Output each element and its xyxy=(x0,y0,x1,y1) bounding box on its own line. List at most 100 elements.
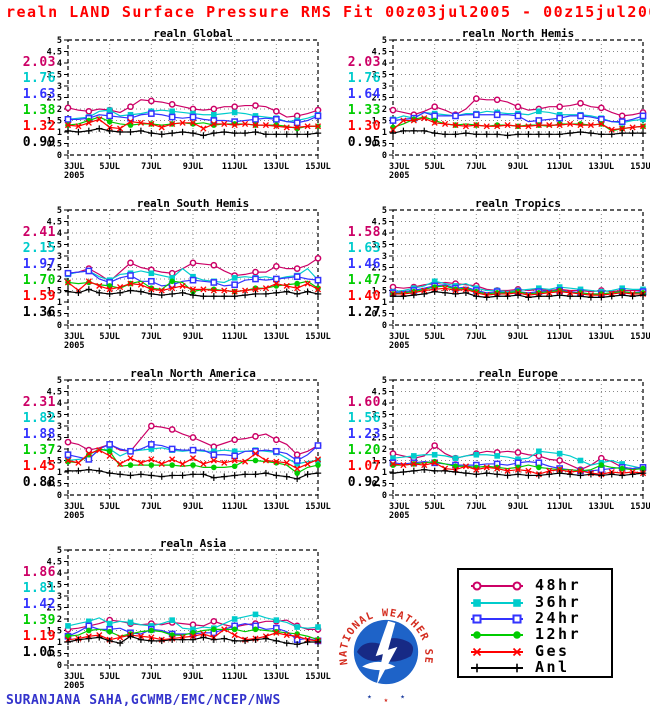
mean-24hr: 1.46 xyxy=(347,257,381,272)
svg-text:3.5: 3.5 xyxy=(47,411,62,421)
mean-ges: 1.30 xyxy=(347,119,381,134)
svg-text:3: 3 xyxy=(382,252,387,262)
svg-text:5: 5 xyxy=(382,376,387,386)
svg-text:15JUL: 15JUL xyxy=(305,162,331,172)
svg-text:15JUL: 15JUL xyxy=(630,162,650,172)
legend-label-12hr: 12hr xyxy=(535,625,582,644)
mean-ges: 1.45 xyxy=(22,459,56,474)
svg-text:4: 4 xyxy=(57,229,62,239)
panel-north-america: 5 4.5 4 3.5 3 2.5 2 1.5 1 0.5 0 3JUL 2005 5JUL 7JUL 9JU… xyxy=(0,367,335,537)
mean-anl: 0.88 xyxy=(22,475,56,490)
mean-ges: 1.19 xyxy=(22,629,56,644)
svg-text:5JUL: 5JUL xyxy=(99,672,119,682)
svg-text:0.5: 0.5 xyxy=(47,650,62,660)
mean-12hr: 1.70 xyxy=(22,273,56,288)
svg-text:7JUL: 7JUL xyxy=(141,672,161,682)
svg-text:7JUL: 7JUL xyxy=(466,502,486,512)
legend-line-12hr xyxy=(469,627,527,641)
legend-row-ges: Ges xyxy=(469,642,611,660)
svg-text:5JUL: 5JUL xyxy=(424,162,444,172)
mean-36hr: 1.56 xyxy=(347,411,381,426)
svg-text:11JUL: 11JUL xyxy=(222,332,248,342)
svg-text:2005: 2005 xyxy=(64,341,84,351)
svg-text:13JUL: 13JUL xyxy=(264,332,290,342)
svg-text:4: 4 xyxy=(57,399,62,409)
nws-logo: NATIONAL WEATHER SERVICE ★ ★ ★ xyxy=(334,596,433,704)
legend-line-anl xyxy=(469,660,527,674)
plot-north-america: 5 4.5 4 3.5 3 2.5 2 1.5 1 0.5 0 3JUL 2005 5JUL 7JUL 9JU… xyxy=(0,367,335,537)
legend-label-36hr: 36hr xyxy=(535,592,582,611)
svg-text:1.5: 1.5 xyxy=(372,287,387,297)
svg-text:13JUL: 13JUL xyxy=(264,162,290,172)
svg-text:1.5: 1.5 xyxy=(47,457,62,467)
mean-anl: 1.36 xyxy=(22,305,56,320)
mean-12hr: 1.39 xyxy=(22,613,56,628)
svg-text:15JUL: 15JUL xyxy=(305,672,331,682)
svg-text:9JUL: 9JUL xyxy=(183,162,203,172)
svg-text:9JUL: 9JUL xyxy=(508,162,528,172)
legend-label-24hr: 24hr xyxy=(535,608,582,627)
legend-label-anl: Anl xyxy=(535,658,570,677)
svg-text:0: 0 xyxy=(382,321,387,331)
mean-36hr: 1.81 xyxy=(22,581,56,596)
svg-text:3: 3 xyxy=(57,422,62,432)
svg-text:11JUL: 11JUL xyxy=(547,162,573,172)
legend-line-48hr xyxy=(469,578,527,592)
svg-text:3.5: 3.5 xyxy=(372,71,387,81)
svg-text:9JUL: 9JUL xyxy=(183,332,203,342)
svg-text:5JUL: 5JUL xyxy=(99,162,119,172)
mean-24hr: 1.42 xyxy=(22,597,56,612)
svg-text:15JUL: 15JUL xyxy=(305,502,331,512)
mean-12hr: 1.20 xyxy=(347,443,381,458)
legend-row-12hr: 12hr xyxy=(469,625,611,644)
mean-12hr: 1.47 xyxy=(347,273,381,288)
panel-tropics: 5 4.5 4 3.5 3 2.5 2 1.5 1 0.5 0 3JUL 2005 5JUL 7JUL 9JU… xyxy=(325,197,650,367)
svg-text:1: 1 xyxy=(382,468,387,478)
svg-text:4.5: 4.5 xyxy=(47,558,62,568)
svg-text:3: 3 xyxy=(382,422,387,432)
svg-text:0.5: 0.5 xyxy=(47,310,62,320)
plot-south-hemis: 5 4.5 4 3.5 3 2.5 2 1.5 1 0.5 0 3JUL 2005 5JUL 7JUL 9JU… xyxy=(0,197,335,367)
svg-text:13JUL: 13JUL xyxy=(589,162,615,172)
mean-ges: 1.07 xyxy=(347,459,381,474)
star-icon: ★ xyxy=(367,692,372,701)
svg-text:7JUL: 7JUL xyxy=(466,332,486,342)
svg-text:2: 2 xyxy=(57,615,62,625)
mean-48hr: 2.03 xyxy=(22,55,56,70)
legend-box: 48hr 36hr 24hr 12hr Ges Anl xyxy=(457,568,613,678)
svg-text:13JUL: 13JUL xyxy=(264,672,290,682)
mean-24hr: 1.88 xyxy=(22,427,56,442)
panel-title: realn Asia xyxy=(159,537,227,550)
svg-text:11JUL: 11JUL xyxy=(222,672,248,682)
mean-12hr: 1.37 xyxy=(22,443,56,458)
svg-text:2.5: 2.5 xyxy=(372,264,387,274)
svg-text:3JUL: 3JUL xyxy=(64,672,84,682)
mean-48hr: 1.58 xyxy=(347,225,381,240)
panel-south-hemis: 5 4.5 4 3.5 3 2.5 2 1.5 1 0.5 0 3JUL 2005 5JUL 7JUL 9JU… xyxy=(0,197,335,367)
mean-36hr: 1.63 xyxy=(347,241,381,256)
svg-text:4.5: 4.5 xyxy=(372,388,387,398)
svg-text:7JUL: 7JUL xyxy=(141,162,161,172)
svg-text:2: 2 xyxy=(382,105,387,115)
plot-tropics: 5 4.5 4 3.5 3 2.5 2 1.5 1 0.5 0 3JUL 2005 5JUL 7JUL 9JU… xyxy=(325,197,650,367)
svg-text:0.5: 0.5 xyxy=(372,480,387,490)
svg-text:4: 4 xyxy=(382,59,387,69)
svg-text:3JUL: 3JUL xyxy=(389,162,409,172)
svg-text:5: 5 xyxy=(382,36,387,46)
panel-asia: 5 4.5 4 3.5 3 2.5 2 1.5 1 0.5 0 3JUL 2005 5JUL 7JUL 9JU… xyxy=(0,537,335,707)
svg-text:3JUL: 3JUL xyxy=(64,332,84,342)
svg-text:1.5: 1.5 xyxy=(47,117,62,127)
mean-ges: 1.32 xyxy=(22,119,56,134)
legend-row-anl: Anl xyxy=(469,658,611,677)
svg-text:2: 2 xyxy=(57,445,62,455)
svg-text:0: 0 xyxy=(57,151,62,161)
svg-text:5: 5 xyxy=(57,546,62,556)
svg-text:4.5: 4.5 xyxy=(47,48,62,58)
plot-global: 5 4.5 4 3.5 3 2.5 2 1.5 1 0.5 0 3JUL 2005 5JUL 7JUL 9JU… xyxy=(0,27,335,197)
svg-text:3JUL: 3JUL xyxy=(64,502,84,512)
svg-text:0.5: 0.5 xyxy=(372,140,387,150)
svg-text:15JUL: 15JUL xyxy=(305,332,331,342)
svg-text:2: 2 xyxy=(382,445,387,455)
legend-row-36hr: 36hr xyxy=(469,592,611,611)
